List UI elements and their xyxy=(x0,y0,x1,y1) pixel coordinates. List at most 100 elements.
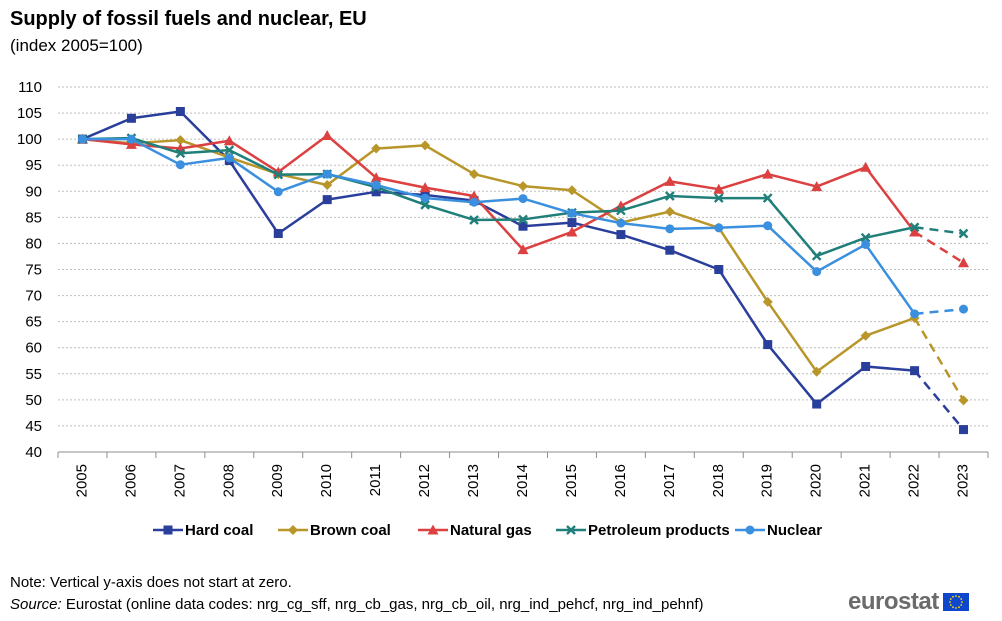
flag-star-icon xyxy=(949,604,952,606)
data-point-nuclear xyxy=(175,160,185,170)
x-tick-label: 2006 xyxy=(122,464,139,497)
flag-star-icon xyxy=(960,601,963,603)
data-point-nuclear xyxy=(763,221,773,231)
chart-note: Note: Vertical y-axis does not start at … xyxy=(10,574,292,591)
chart-subtitle: (index 2005=100) xyxy=(10,36,143,55)
data-point-hard-coal xyxy=(861,361,871,371)
flag-star-icon xyxy=(957,606,960,609)
x-tick-label: 2012 xyxy=(416,464,433,497)
data-point-hard-coal xyxy=(518,221,528,231)
y-tick-label: 100 xyxy=(17,131,42,148)
data-point-petroleum-products xyxy=(713,193,724,203)
flag-star-icon xyxy=(954,595,957,597)
x-tick-label: 2007 xyxy=(171,464,188,497)
data-point-nuclear xyxy=(469,197,479,207)
data-point-natural-gas xyxy=(370,172,382,183)
series-line-petroleum-products xyxy=(82,136,915,258)
legend-label-natural-gas: Natural gas xyxy=(450,522,532,539)
x-tick-label: 2021 xyxy=(857,464,874,497)
series-line-dashed-petroleum-products xyxy=(914,226,964,235)
data-point-nuclear xyxy=(518,194,528,204)
data-point-petroleum-products xyxy=(420,199,430,210)
data-point-natural-gas xyxy=(125,138,137,149)
data-point-brown-coal xyxy=(322,180,333,191)
series-line-brown-coal xyxy=(82,137,916,373)
data-point-brown-coal xyxy=(469,169,480,180)
data-point-nuclear xyxy=(861,239,871,249)
flag-star-icon xyxy=(949,598,952,600)
data-point-petroleum-products xyxy=(860,232,871,243)
data-point-brown-coal xyxy=(518,181,528,192)
data-point-petroleum-products xyxy=(469,215,479,225)
source-label: Source: xyxy=(10,596,62,613)
data-point-nuclear xyxy=(77,134,87,144)
x-tick-label: 2016 xyxy=(612,464,629,497)
data-point-petroleum-products xyxy=(762,193,773,203)
data-point-nuclear xyxy=(420,193,430,203)
data-point-hard-coal xyxy=(175,107,185,117)
data-point-hard-coal xyxy=(812,399,822,409)
y-tick-label: 40 xyxy=(25,444,42,461)
y-tick-label: 70 xyxy=(25,288,42,305)
data-point-natural-gas xyxy=(517,244,529,255)
legend-label-brown-coal: Brown coal xyxy=(310,522,391,539)
data-point-hard-coal xyxy=(763,340,773,350)
y-tick-label: 45 xyxy=(25,418,42,435)
data-point-nuclear xyxy=(812,267,822,277)
data-point-nuclear xyxy=(714,223,724,233)
data-point-hard-coal xyxy=(959,425,969,435)
data-point-brown-coal xyxy=(420,140,431,151)
y-tick-label: 75 xyxy=(25,262,42,279)
data-point-hard-coal xyxy=(910,366,920,376)
logo-text: eurostat xyxy=(848,588,939,615)
x-tick-label: 2022 xyxy=(906,464,923,497)
eurostat-logo: eurostat xyxy=(848,588,969,615)
data-point-nuclear xyxy=(126,134,136,144)
x-tick-label: 2005 xyxy=(73,464,90,497)
data-point-nuclear xyxy=(665,224,675,234)
y-tick-label: 80 xyxy=(25,235,42,252)
x-tick-label: 2011 xyxy=(367,464,384,496)
data-point-natural-gas xyxy=(321,129,333,140)
flag-star-icon xyxy=(959,598,962,600)
series-line-hard-coal xyxy=(81,110,915,406)
data-point-nuclear xyxy=(567,208,577,218)
series-line-dashed-brown-coal xyxy=(913,317,965,402)
data-point-hard-coal xyxy=(567,218,577,228)
flag-star-icon xyxy=(954,607,957,609)
series-line-dashed-nuclear xyxy=(914,307,964,316)
legend-label-petroleum-products: Petroleum products xyxy=(588,522,730,539)
data-point-natural-gas xyxy=(419,182,431,193)
legend-marker-petroleum-products xyxy=(566,525,576,535)
data-point-petroleum-products xyxy=(224,145,235,155)
data-point-petroleum-products xyxy=(811,251,822,261)
x-tick-label: 2018 xyxy=(710,464,727,497)
data-point-petroleum-products xyxy=(273,169,284,180)
x-tick-label: 2010 xyxy=(318,464,335,497)
data-point-brown-coal xyxy=(958,395,969,406)
data-point-nuclear xyxy=(224,153,234,163)
data-point-natural-gas xyxy=(762,168,774,179)
data-point-natural-gas xyxy=(566,226,578,237)
data-point-nuclear xyxy=(910,309,920,319)
data-point-hard-coal xyxy=(665,245,675,255)
eu-flag-icon xyxy=(942,593,969,611)
data-point-petroleum-products xyxy=(175,148,186,159)
data-point-petroleum-products xyxy=(664,191,675,201)
data-point-nuclear xyxy=(371,180,381,190)
flag-star-icon xyxy=(957,595,960,598)
y-tick-label: 90 xyxy=(25,183,42,200)
data-point-brown-coal xyxy=(566,185,577,196)
flag-star-icon xyxy=(951,595,954,598)
data-point-hard-coal xyxy=(126,113,136,123)
x-tick-label: 2023 xyxy=(954,464,971,497)
data-point-natural-gas xyxy=(223,135,235,146)
data-point-hard-coal xyxy=(616,230,626,240)
y-tick-label: 55 xyxy=(25,366,42,383)
flag-background xyxy=(942,593,969,611)
source-text: Eurostat (online data codes: nrg_cg_sff,… xyxy=(61,596,704,613)
chart-title: Supply of fossil fuels and nuclear, EU xyxy=(10,8,367,30)
data-point-nuclear xyxy=(616,218,626,228)
data-point-brown-coal xyxy=(371,143,382,154)
legend-marker-nuclear xyxy=(745,525,755,535)
